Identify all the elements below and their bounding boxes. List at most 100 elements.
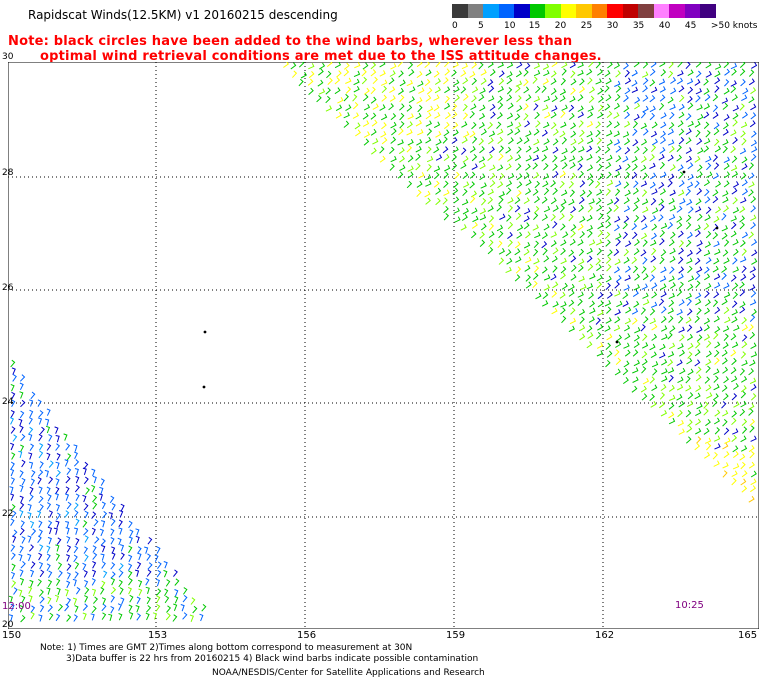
- wind-barb: [190, 597, 196, 605]
- wind-barb: [390, 113, 397, 121]
- wind-barb: [597, 163, 603, 172]
- wind-barb: [445, 112, 451, 120]
- wind-barb: [163, 569, 168, 578]
- wind-barb: [55, 469, 61, 478]
- wind-barb: [687, 419, 693, 427]
- wind-barb: [660, 121, 667, 129]
- wind-barb: [642, 292, 649, 299]
- wind-barb: [615, 70, 621, 78]
- wind-barb: [641, 342, 649, 349]
- wind-barb: [642, 257, 648, 265]
- wind-barb: [740, 461, 746, 470]
- wind-barb: [712, 111, 719, 119]
- wind-barb: [343, 69, 350, 77]
- wind-barb: [533, 138, 540, 146]
- wind-barb: [730, 274, 737, 282]
- wind-barb: [713, 375, 719, 383]
- wind-barb: [361, 76, 368, 85]
- wind-barb: [605, 256, 612, 264]
- wind-barb: [722, 139, 729, 146]
- wind-barb: [91, 468, 96, 477]
- wind-barb: [596, 331, 602, 340]
- wind-barb: [613, 112, 620, 119]
- wind-barb: [732, 266, 739, 273]
- wind-barb: [723, 376, 730, 384]
- wind-barb: [730, 349, 737, 357]
- wind-barb: [84, 595, 89, 603]
- wind-barb: [615, 155, 622, 163]
- wind-barb: [579, 216, 586, 223]
- wind-barb: [29, 443, 35, 451]
- wind-barb: [605, 221, 612, 229]
- wind-barb: [640, 156, 647, 163]
- wind-barb: [533, 62, 541, 70]
- wind-barb: [561, 162, 568, 170]
- wind-barb: [66, 453, 72, 461]
- wind-barb: [616, 334, 623, 342]
- wind-barb: [452, 146, 459, 153]
- wind-barb: [732, 112, 739, 120]
- wind-barb: [147, 562, 153, 570]
- wind-barb: [541, 232, 548, 240]
- map-title: Rapidscat Winds(12.5KM) v1 20160215 desc…: [28, 8, 338, 22]
- wind-barb: [290, 62, 297, 70]
- wind-barb: [614, 94, 621, 102]
- wind-barb: [487, 247, 494, 255]
- wind-barb: [361, 69, 367, 77]
- wind-barb: [623, 342, 630, 349]
- wind-barb: [327, 77, 333, 85]
- wind-barb: [524, 120, 531, 128]
- wind-barb: [722, 325, 730, 332]
- wind-barb: [731, 155, 738, 163]
- wind-barb: [55, 503, 60, 512]
- wind-barb: [506, 62, 514, 69]
- wind-barb: [424, 174, 432, 181]
- wind-barb: [631, 385, 638, 393]
- wind-barb: [568, 112, 575, 120]
- scale-label: 10: [504, 21, 516, 31]
- wind-barb: [660, 384, 667, 392]
- wind-barb: [10, 477, 15, 485]
- wind-barb: [47, 579, 53, 588]
- wind-barb: [723, 62, 730, 69]
- wind-barb: [748, 189, 754, 197]
- wind-barb: [12, 374, 17, 382]
- wind-barb: [37, 476, 42, 485]
- wind-barb: [551, 307, 558, 315]
- wind-barb: [696, 213, 703, 221]
- wind-barb: [10, 359, 16, 368]
- wind-barb: [704, 376, 711, 384]
- wind-barb: [622, 300, 629, 307]
- wind-barb: [730, 62, 738, 70]
- wind-barb: [642, 333, 648, 342]
- wind-barb: [659, 352, 666, 359]
- wind-barb: [326, 70, 332, 79]
- wind-barb: [426, 105, 434, 113]
- lat-label-22: 22: [2, 509, 14, 519]
- wind-barb: [703, 88, 710, 95]
- wind-barb: [507, 128, 514, 136]
- wind-barb: [634, 273, 641, 281]
- wind-barb: [110, 518, 116, 527]
- wind-barb: [678, 281, 684, 290]
- wind-barb: [650, 351, 657, 359]
- wind-barb: [362, 94, 369, 102]
- wind-barb: [687, 120, 694, 128]
- wind-barb: [733, 383, 739, 390]
- wind-barb: [135, 605, 140, 613]
- wind-barb: [533, 128, 540, 136]
- wind-barb: [424, 62, 431, 68]
- wind-barb: [100, 538, 106, 546]
- wind-barb: [722, 145, 728, 154]
- wind-barb: [739, 408, 746, 417]
- wind-barb: [461, 199, 469, 206]
- wind-barb: [174, 578, 180, 586]
- wind-barb: [677, 62, 683, 68]
- wind-barb: [703, 78, 709, 86]
- wind-barb: [589, 300, 596, 308]
- wind-barb: [317, 79, 324, 87]
- wind-barb: [532, 224, 539, 231]
- wind-barb: [370, 112, 377, 120]
- wind-barb: [479, 231, 485, 239]
- wind-barb: [82, 562, 87, 571]
